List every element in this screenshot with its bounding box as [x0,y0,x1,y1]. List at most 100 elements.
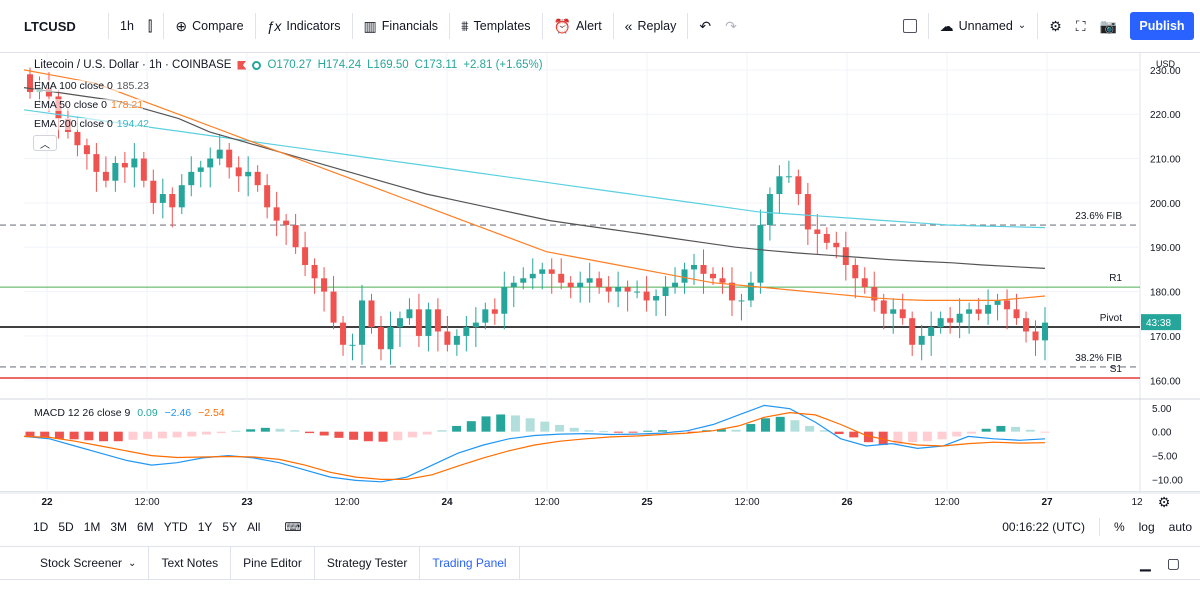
range-1m[interactable]: 1M [83,520,101,534]
candle-body [776,176,783,195]
range-1y[interactable]: 1Y [197,520,213,534]
log-toggle[interactable]: log [1138,520,1155,534]
candle-body [216,149,223,159]
toolbar-right: ☁ Unnamed ⌄ ⚙ ⛶ 📷 Publish [896,11,1194,41]
tab-pine-editor[interactable]: Pine Editor [231,546,315,580]
macd-histogram-bar [1040,431,1050,433]
range-bar: 1D 5D 1M 3M 6M YTD 1Y 5Y All ⌨ 00:16:22 … [0,512,1200,542]
tab-stock-screener[interactable]: Stock Screener ⌄ [28,546,150,580]
top-toolbar: LTCUSD 1h ⫿ ⊕ Compare ƒx Indicators ▥ Finan… [0,0,1200,52]
ema200-legend[interactable]: EMA 200 close 0 194.42 [34,118,149,130]
replay-button[interactable]: « Replay [618,11,684,41]
ohlc-high: H174.24 [317,59,362,71]
candle-body [415,309,422,336]
candle-body [27,74,33,93]
templates-button[interactable]: ⩩ Templates [454,11,537,41]
indicators-button[interactable]: ƒx Indicators [260,11,348,41]
separator [927,13,929,39]
ema50-legend[interactable]: EMA 50 close 0 178.21 [34,99,144,111]
snapshot-button[interactable]: 📷 [1093,11,1124,41]
ema100-legend[interactable]: EMA 100 close 0 185.23 [34,80,149,92]
macd-histogram-bar [937,431,947,440]
candle-body [985,304,992,314]
candle-body [396,318,403,328]
fullscreen-select-button[interactable] [896,11,924,41]
legend-title: Litecoin / U.S. Dollar · 1h · COINBASE [34,59,232,71]
macd-histogram-bar [952,431,962,437]
collapse-legend-button[interactable]: ︿ [33,135,57,151]
ohlc-change: +2.81 (+1.65%) [463,59,543,71]
range-1d[interactable]: 1D [33,520,49,534]
undo-button[interactable]: ↶ [692,11,718,41]
ema200-value: 194.42 [116,118,149,130]
separator [351,13,353,39]
candle-body [112,162,119,181]
range-3m[interactable]: 3M [110,520,128,534]
range-5d[interactable]: 5D [58,520,74,534]
layout-button[interactable]: ☁ Unnamed ⌄ [933,11,1034,41]
tab-text-notes[interactable]: Text Notes [149,546,232,580]
candle-body [321,278,328,292]
auto-toggle[interactable]: auto [1168,520,1192,534]
financials-label: Financials [381,19,439,33]
macd-histogram-bar [569,427,579,432]
compare-button[interactable]: ⊕ Compare [168,11,250,41]
indicators-label: Indicators [286,19,341,33]
utc-clock[interactable]: 00:16:22 (UTC) [1002,520,1085,534]
date-range-button[interactable]: ⌨ [279,520,306,534]
tab-trading-panel[interactable]: Trading Panel [420,546,520,580]
candle-body [823,233,830,243]
percent-toggle[interactable]: % [1113,520,1125,534]
candle-body [264,185,271,208]
plus-circle-icon: ⊕ [175,18,188,34]
fullscreen-button[interactable]: ⛶ [1069,11,1093,41]
candle-body [1042,322,1048,341]
macd-histogram-bar [819,430,829,432]
candle-body [691,264,698,270]
macd-histogram-bar [878,431,888,446]
chart-type-button[interactable]: ⫿ [141,11,159,41]
macd-line-value: −2.46 [164,407,192,419]
candle-body [273,207,280,221]
minimize-icon[interactable]: ▁ [1139,554,1151,571]
interval-button[interactable]: 1h [120,19,134,33]
macd-legend[interactable]: MACD 12 26 close 9 0.09 −2.46 −2.54 [34,407,225,419]
candle-body [747,282,754,301]
candle-body [207,158,214,168]
candle-body [577,282,584,288]
market-status-icon [252,60,262,70]
settings-button[interactable]: ⚙ [1042,11,1069,41]
candles-icon: ⫿ [147,18,153,34]
macd-histogram-bar [25,431,35,437]
chart-canvas[interactable]: 230.00220.00210.00200.00190.00180.00170.… [0,53,1200,513]
separator [108,13,109,39]
separator [163,13,165,39]
symbol-search[interactable]: LTCUSD [24,18,76,34]
redo-button[interactable]: ↷ [718,11,744,41]
tab-strategy-tester[interactable]: Strategy Tester [315,546,421,580]
time-axis-label: 12:00 [534,497,559,508]
financials-button[interactable]: ▥ Financials [357,11,446,41]
range-ytd[interactable]: YTD [163,520,188,534]
time-axis-label: 12:00 [734,497,759,508]
candle-body [700,264,707,274]
macd-histogram-bar [437,430,447,432]
flag-icon[interactable] [237,60,247,70]
alert-button[interactable]: ⏰ Alert [547,11,609,41]
time-axis-label: 22 [41,497,53,508]
candle-body [463,327,470,336]
maximize-icon[interactable]: ▢ [1166,554,1180,571]
publish-button[interactable]: Publish [1130,12,1194,40]
gear-icon[interactable]: ⚙ [1158,495,1171,511]
range-5y[interactable]: 5Y [222,520,238,534]
macd-histogram-bar [775,416,785,432]
panel-controls: ▁ ▢ [1140,555,1200,572]
time-axis-label: 12:00 [934,497,959,508]
range-6m[interactable]: 6M [137,520,154,534]
candle-body [596,278,603,288]
range-all[interactable]: All [247,520,261,534]
signal-line [23,411,1046,480]
candle-body [634,291,641,293]
macd-histogram-bar [304,431,314,434]
chart-panel[interactable]: 230.00 220.00 210.00 200.00 190.00 180.00 170.… [0,52,1200,511]
